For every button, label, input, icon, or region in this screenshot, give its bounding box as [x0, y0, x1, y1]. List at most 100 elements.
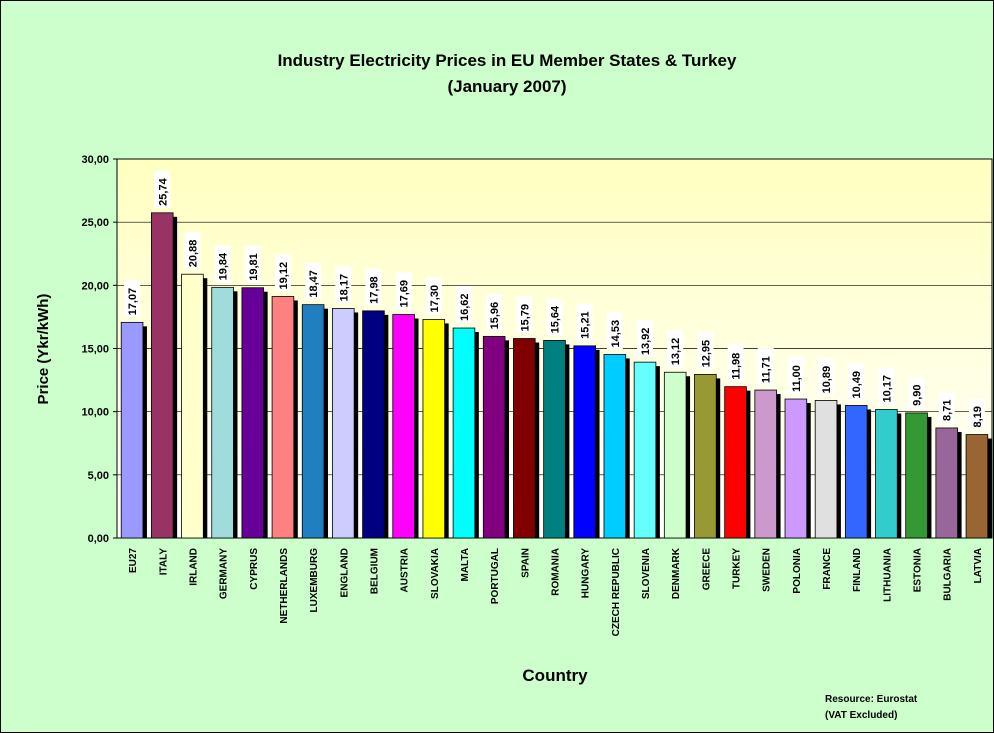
bar	[452, 327, 476, 539]
data-label-background	[787, 357, 804, 395]
x-tick-label: SWEDEN	[762, 548, 773, 592]
data-label-background	[606, 312, 623, 350]
data-label: 17,98	[368, 276, 380, 304]
data-label: 9,90	[912, 385, 924, 406]
y-tick-label: 10,00	[81, 407, 109, 419]
x-tick-label: ITALY	[158, 548, 169, 576]
bar	[362, 310, 385, 539]
bar	[875, 409, 898, 539]
bar	[513, 338, 536, 539]
x-tick-label: ENGLAND	[339, 548, 350, 597]
bar	[935, 427, 959, 539]
data-label-background	[546, 298, 563, 336]
x-tick-label: IRLAND	[188, 548, 199, 586]
x-tick-label: DENMARK	[671, 547, 682, 599]
chart-subtitle: (January 2007)	[447, 77, 566, 96]
data-label-background	[848, 363, 865, 401]
data-label-background	[818, 358, 835, 396]
data-label: 18,17	[338, 274, 350, 302]
data-label-background	[486, 294, 503, 332]
data-label-background	[154, 170, 171, 208]
bar	[603, 354, 627, 539]
data-label: 19,84	[218, 252, 230, 280]
x-tick-label: CZECH REPUBLIC	[611, 548, 622, 636]
x-tick-label: CYPRUS	[249, 548, 260, 590]
bar	[120, 321, 144, 539]
x-tick-label: NETHERLANDS	[279, 548, 290, 624]
data-label: 8,19	[972, 406, 984, 427]
data-label: 11,71	[761, 356, 773, 383]
data-label: 17,30	[429, 285, 441, 313]
data-label-background	[425, 277, 442, 315]
data-label: 25,74	[157, 177, 169, 205]
x-tick-label: FRANCE	[822, 548, 833, 590]
data-label-background	[124, 280, 141, 318]
bar	[814, 400, 838, 539]
data-label: 11,98	[731, 353, 743, 380]
bar	[754, 389, 777, 539]
bar	[211, 286, 234, 539]
x-tick-label: ESTONIA	[913, 548, 924, 592]
x-tick-label: FINLAND	[852, 548, 863, 592]
y-tick-label: 5,00	[88, 470, 109, 482]
bar	[905, 412, 928, 539]
data-label: 11,00	[791, 365, 803, 392]
bar	[844, 405, 868, 539]
bar	[181, 273, 204, 539]
data-label: 12,95	[700, 340, 712, 368]
source-note: (VAT Excluded)	[825, 710, 897, 721]
bar	[271, 296, 295, 539]
data-label: 16,62	[459, 294, 471, 322]
x-tick-label: TURKEY	[732, 548, 743, 589]
data-label: 15,96	[489, 302, 501, 330]
x-tick-label: HUNGARY	[581, 548, 592, 599]
bar	[301, 304, 325, 539]
bar	[150, 212, 174, 539]
bar	[633, 361, 657, 539]
data-label: 18,47	[308, 270, 320, 298]
bar	[543, 340, 566, 539]
data-label: 10,49	[851, 371, 863, 399]
data-label: 15,64	[550, 305, 562, 333]
data-label-background	[878, 367, 895, 405]
data-label: 15,21	[580, 311, 592, 339]
data-label: 13,12	[670, 338, 682, 366]
data-label-background	[214, 245, 231, 283]
x-tick-label: EU27	[128, 548, 139, 573]
y-tick-label: 0,00	[88, 533, 109, 545]
x-tick-label: BULGARIA	[943, 548, 954, 601]
data-label: 19,81	[248, 253, 260, 281]
data-label-background	[727, 344, 744, 382]
bar	[482, 335, 506, 539]
x-tick-label: SLOVAKIA	[430, 548, 441, 599]
data-label-background	[244, 245, 261, 283]
x-tick-label: MALTA	[460, 548, 471, 582]
x-tick-label: AUSTRIA	[400, 548, 411, 592]
bar	[241, 287, 265, 539]
y-tick-label: 25,00	[81, 217, 109, 229]
data-label-background	[335, 266, 352, 304]
data-label-background	[938, 392, 955, 423]
data-label-background	[274, 254, 291, 292]
data-label-background	[697, 332, 714, 370]
bar	[573, 345, 596, 539]
data-label: 10,17	[881, 375, 893, 403]
data-label-background	[184, 232, 201, 270]
y-axis-label: Price (Ykr/kWh)	[35, 294, 52, 405]
data-label-background	[455, 286, 472, 324]
data-label-background	[968, 399, 985, 430]
data-label-background	[908, 377, 925, 408]
data-label: 15,79	[519, 304, 531, 332]
x-tick-label: BELGIUM	[369, 548, 380, 594]
data-label-background	[667, 330, 684, 368]
data-label-background	[516, 296, 533, 334]
bar	[663, 371, 687, 539]
y-tick-label: 15,00	[81, 344, 109, 356]
x-tick-label: ROMANIA	[551, 548, 562, 596]
x-tick-label: POLONIA	[792, 548, 803, 594]
data-label-background	[305, 262, 322, 300]
y-tick-label: 30,00	[81, 154, 109, 166]
bar	[332, 308, 355, 539]
x-tick-label: LITHUANIA	[882, 548, 893, 602]
